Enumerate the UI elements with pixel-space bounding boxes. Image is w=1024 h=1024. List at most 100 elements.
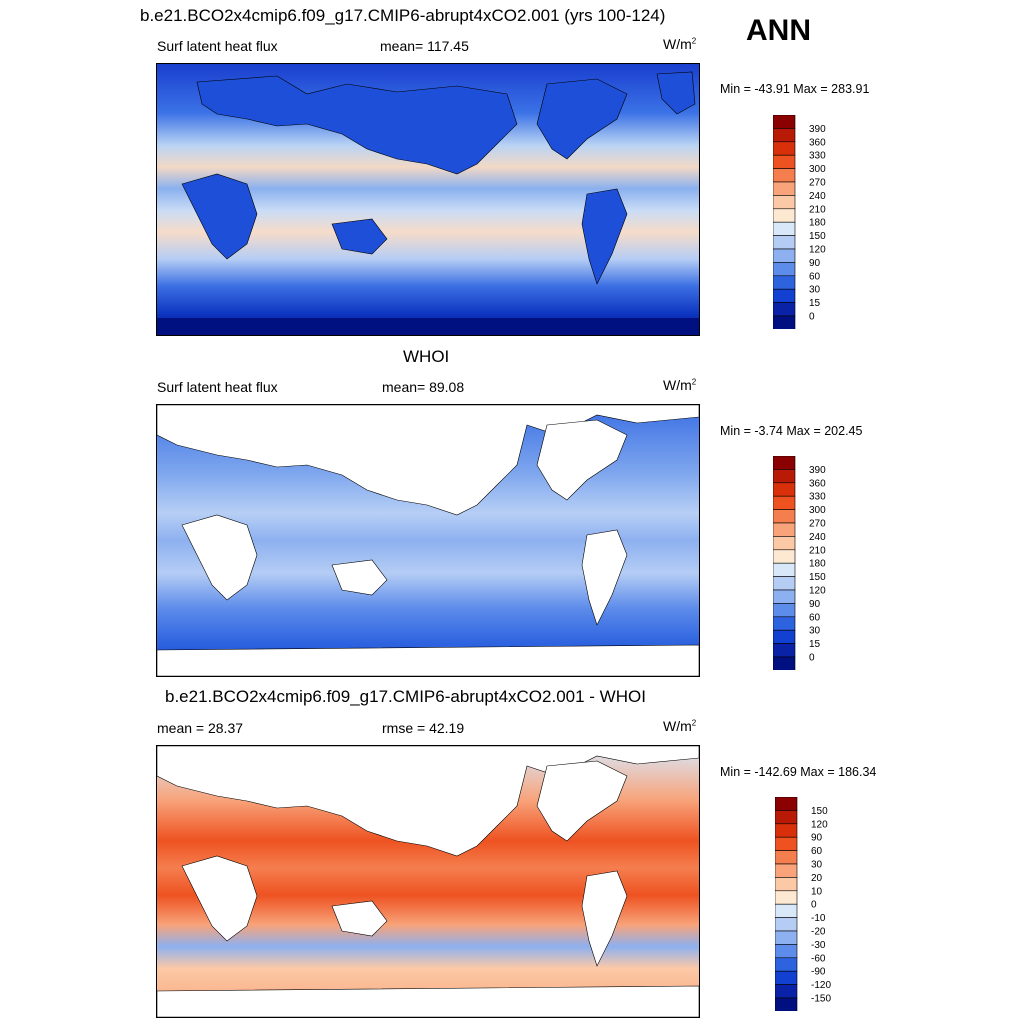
map-model [157, 64, 699, 335]
colorbar-model-swatch [772, 248, 796, 263]
colorbar-diff-tick-label: 0 [811, 900, 817, 911]
map-panel-diff [156, 745, 700, 1018]
colorbar-model-tick-label: 210 [809, 204, 826, 215]
colorbar-obs-swatch [772, 589, 796, 604]
colorbar-obs-tick-label: 210 [809, 545, 826, 556]
colorbar-model-tick-label: 240 [809, 191, 826, 202]
colorbar-model: 390 360 330 300 270 240 210 180 150 120 90 60 30 15 0 [772, 114, 853, 334]
map-diff [157, 746, 699, 1017]
colorbar-model-swatch [772, 275, 796, 290]
colorbar-diff-swatch [774, 810, 798, 825]
colorbar-obs-tick-label: 240 [809, 532, 826, 543]
colorbar-diff-swatch [774, 836, 798, 851]
colorbar-diff-swatch [774, 796, 798, 811]
colorbar-diff-swatch [774, 930, 798, 945]
rmse-label-diff: rmse = 42.19 [382, 720, 465, 736]
colorbar-diff: 150 120 90 60 30 20 10 0 -10 -20 -30 -60 -90 -120 -150 [774, 796, 855, 1016]
colorbar-diff-swatch [774, 944, 798, 959]
colorbar-model-tick-label: 390 [809, 124, 826, 135]
colorbar-obs-tick-label: 15 [809, 639, 821, 650]
colorbar-diff-tick-label: 60 [811, 846, 823, 857]
colorbar-model-swatch [772, 141, 796, 156]
colorbar-model-swatch [772, 154, 796, 169]
mean-label-model: mean= 117.45 [380, 38, 469, 54]
colorbar-diff-swatch [774, 997, 798, 1012]
colorbar-model-swatch [772, 262, 796, 277]
colorbar-obs-tick-label: 300 [809, 505, 826, 516]
colorbar-model-tick-label: 15 [809, 298, 821, 309]
colorbar-model-tick-label: 270 [809, 178, 826, 189]
colorbar-model-swatch [772, 181, 796, 196]
mean-label-obs: mean= 89.08 [382, 379, 465, 395]
colorbar-diff-tick-label: 150 [811, 806, 828, 817]
colorbar-obs-swatch [772, 509, 796, 524]
mean-label-diff: mean = 28.37 [157, 720, 244, 736]
colorbar-obs-swatch [772, 643, 796, 658]
units-label-diff: W/m2 [663, 718, 697, 734]
units-label-obs: W/m2 [663, 377, 697, 393]
colorbar-model-tick-label: 60 [809, 271, 821, 282]
colorbar-model-swatch [772, 221, 796, 236]
colorbar-diff-swatch [774, 863, 798, 878]
colorbar-obs-swatch [772, 469, 796, 484]
map-panel-model [156, 63, 700, 336]
minmax-label-model: Min = -43.91 Max = 283.91 [720, 82, 870, 96]
colorbar-diff-swatch [774, 957, 798, 972]
colorbar-obs-tick-label: 180 [809, 559, 826, 570]
colorbar-model-tick-label: 300 [809, 164, 826, 175]
colorbar-obs-swatch [772, 455, 796, 470]
map-panel-obs [156, 404, 700, 677]
colorbar-model-swatch [772, 302, 796, 317]
colorbar-model-swatch [772, 315, 796, 330]
variable-label-model: Surf latent heat flux [157, 38, 278, 54]
colorbar-diff-tick-label: 20 [811, 873, 823, 884]
colorbar-model-tick-label: 0 [809, 312, 815, 323]
colorbar-diff-tick-label: -20 [811, 927, 826, 938]
colorbar-diff-swatch [774, 970, 798, 985]
panel-title-obs: WHOI [403, 347, 450, 366]
variable-label-obs: Surf latent heat flux [157, 379, 278, 395]
colorbar-diff-swatch [774, 984, 798, 999]
colorbar-diff-tick-label: -60 [811, 953, 826, 964]
colorbar-diff-swatch [774, 890, 798, 905]
colorbar-model-swatch [772, 128, 796, 143]
colorbar-obs-swatch [772, 576, 796, 591]
colorbar-model-swatch [772, 168, 796, 183]
map-obs [157, 405, 699, 676]
colorbar-diff-tick-label: 120 [811, 819, 828, 830]
colorbar-model-tick-label: 150 [809, 231, 826, 242]
colorbar-obs-swatch [772, 482, 796, 497]
units-label-model: W/m2 [663, 36, 697, 52]
colorbar-model-swatch [772, 235, 796, 250]
colorbar-model-tick-label: 90 [809, 258, 821, 269]
colorbar-obs-tick-label: 30 [809, 626, 821, 637]
minmax-label-obs: Min = -3.74 Max = 202.45 [720, 424, 863, 438]
colorbar-obs-tick-label: 360 [809, 478, 826, 489]
colorbar-svg-diff: 150 120 90 60 30 20 10 0 -10 -20 -30 -60 -90 -120 -150 [774, 796, 831, 1012]
colorbar-obs-tick-label: 120 [809, 586, 826, 597]
colorbar-obs-swatch [772, 562, 796, 577]
colorbar-obs-swatch [772, 522, 796, 537]
colorbar-obs-tick-label: 150 [809, 572, 826, 583]
colorbar-model-tick-label: 120 [809, 245, 826, 256]
colorbar-obs-tick-label: 60 [809, 612, 821, 623]
colorbar-obs-swatch [772, 616, 796, 631]
colorbar-obs: 390 360 330 300 270 240 210 180 150 120 90 60 30 15 0 [772, 455, 853, 675]
colorbar-obs-tick-label: 270 [809, 519, 826, 530]
panel-title-diff: b.e21.BCO2x4cmip6.f09_g17.CMIP6-abrupt4x… [165, 687, 646, 706]
colorbar-model-tick-label: 30 [809, 285, 821, 296]
colorbar-model-tick-label: 360 [809, 137, 826, 148]
colorbar-diff-tick-label: 10 [811, 886, 823, 897]
colorbar-model-swatch [772, 114, 796, 129]
colorbar-model-tick-label: 180 [809, 218, 826, 229]
colorbar-obs-swatch [772, 536, 796, 551]
colorbar-diff-swatch [774, 850, 798, 865]
colorbar-diff-tick-label: 90 [811, 833, 823, 844]
colorbar-diff-tick-label: 30 [811, 860, 823, 871]
colorbar-diff-swatch [774, 823, 798, 838]
colorbar-model-swatch [772, 195, 796, 210]
colorbar-model-tick-label: 330 [809, 151, 826, 162]
colorbar-obs-swatch [772, 495, 796, 510]
